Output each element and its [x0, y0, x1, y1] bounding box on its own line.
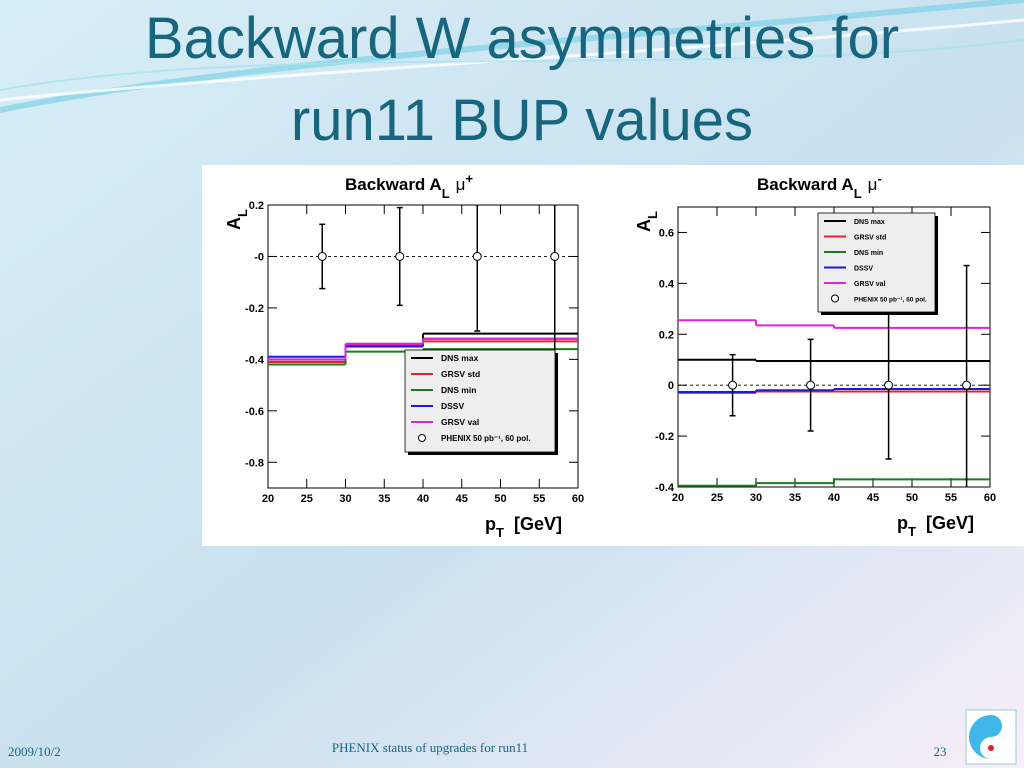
- x-tick-label: 35: [789, 492, 801, 504]
- legend-label: DSSV: [441, 401, 464, 411]
- x-tick-label: 60: [572, 493, 584, 505]
- data-point: [472, 251, 482, 261]
- page-number: 23: [934, 744, 947, 759]
- slide-title: run11 BUP values: [291, 88, 753, 153]
- logo-dot: [988, 745, 994, 751]
- legend-marker: [831, 294, 839, 303]
- legend-label: DNS max: [854, 219, 885, 226]
- y-tick-label: 0.2: [249, 200, 264, 212]
- y-tick-label: 0.6: [659, 227, 674, 239]
- x-tick-label: 25: [301, 493, 313, 505]
- chart-title-text: Backward A: [757, 175, 854, 194]
- x-tick-label: 30: [750, 492, 762, 504]
- y-tick-label: 0.4: [659, 278, 675, 290]
- legend-box: [404, 349, 556, 453]
- y-axis-label-text: A: [224, 217, 244, 230]
- chart-title-text: Backward A: [345, 175, 442, 194]
- y-tick-label: -0.2: [245, 303, 264, 315]
- x-tick-label: 55: [945, 492, 957, 504]
- footer-text: PHENIX status of upgrades for run11: [332, 740, 528, 755]
- x-tick-label: 55: [533, 493, 545, 505]
- data-point: [317, 251, 327, 261]
- y-axis-label-sub: L: [235, 209, 250, 217]
- x-tick-label: 60: [984, 492, 996, 504]
- x-tick-label: 45: [867, 492, 879, 504]
- legend-label: PHENIX 50 pb⁻¹, 60 pol.: [854, 297, 927, 304]
- x-axis-label-text: p: [897, 513, 908, 533]
- x-axis-label: pT [GeV]: [897, 513, 974, 539]
- legend-label: DNS min: [854, 250, 883, 257]
- chart-title-symbol: μ: [456, 175, 466, 194]
- y-tick-label: -0.2: [655, 431, 674, 443]
- data-point: [884, 380, 894, 390]
- y-tick-label: 0.2: [659, 329, 674, 341]
- y-tick-label: 0: [668, 380, 674, 392]
- plot-area: [678, 264, 990, 487]
- y-tick-label: -0.6: [245, 406, 264, 418]
- x-axis-label: pT [GeV]: [485, 514, 562, 540]
- swoosh: [0, 39, 1024, 91]
- y-axis-label: AL: [224, 209, 250, 230]
- data-point: [806, 380, 816, 390]
- legend-label: GRSV val: [441, 417, 479, 427]
- chart-title-sub: L: [442, 186, 450, 201]
- chart-title-sub: L: [854, 186, 862, 201]
- y-axis-label-sub: L: [645, 211, 660, 219]
- x-tick-label: 40: [828, 492, 840, 504]
- x-tick-label: 45: [456, 493, 468, 505]
- x-axis-label-sub: T: [908, 524, 916, 539]
- chart-title-symbol: μ: [868, 175, 878, 194]
- x-axis-label-sub: T: [496, 525, 504, 540]
- data-point: [550, 251, 560, 261]
- data-point: [962, 380, 972, 390]
- x-tick-label: 25: [711, 492, 723, 504]
- x-tick-label: 20: [672, 492, 684, 504]
- slide-title: Backward W asymmetries for: [145, 6, 899, 71]
- y-axis-label-text: A: [634, 219, 654, 232]
- footer-date: 2009/10/2: [8, 744, 61, 759]
- legend-marker: [418, 434, 426, 442]
- legend-label: GRSV val: [854, 281, 886, 288]
- y-tick-label: -0.4: [245, 354, 265, 366]
- logo: [965, 709, 1017, 765]
- legend-label: DNS max: [441, 353, 479, 363]
- x-axis-label-unit: [GeV]: [926, 513, 974, 533]
- x-axis-label-text: p: [485, 514, 496, 534]
- legend-label: GRSV std: [441, 369, 480, 379]
- x-tick-label: 30: [339, 493, 351, 505]
- data-point: [395, 251, 405, 261]
- chart-title: Backward AL μ+: [345, 171, 473, 201]
- x-tick-label: 35: [378, 493, 390, 505]
- plot-area: [268, 205, 578, 379]
- legend-label: GRSV std: [854, 235, 886, 242]
- x-tick-label: 20: [262, 493, 274, 505]
- y-tick-label: -0.4: [655, 482, 675, 494]
- legend-label: DSSV: [854, 266, 873, 273]
- data-point: [728, 380, 738, 390]
- chart-title-sup: +: [465, 171, 473, 186]
- y-tick-label: -0: [254, 251, 264, 263]
- x-tick-label: 40: [417, 493, 429, 505]
- x-tick-label: 50: [906, 492, 918, 504]
- legend-label: DNS min: [441, 385, 476, 395]
- chart-title: Backward AL μ-: [757, 171, 882, 201]
- legend-label: PHENIX 50 pb⁻¹, 60 pol.: [441, 434, 531, 443]
- x-tick-label: 50: [494, 493, 506, 505]
- x-axis-label-unit: [GeV]: [514, 514, 562, 534]
- chart-title-sup: -: [877, 171, 881, 186]
- y-tick-label: -0.8: [245, 457, 264, 469]
- y-axis-label: AL: [634, 211, 660, 232]
